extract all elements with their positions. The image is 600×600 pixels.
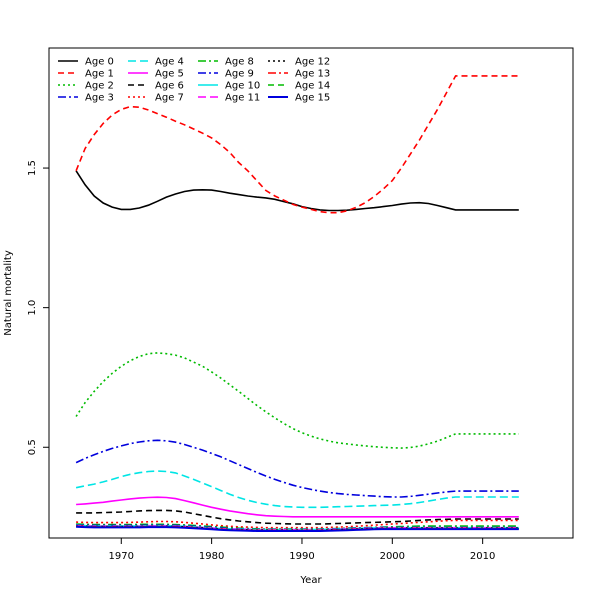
series-line-age-0 <box>75 170 519 212</box>
series-line-age-1 <box>75 75 519 214</box>
legend-label: Age 9 <box>225 69 254 80</box>
legend-label: Age 0 <box>85 57 114 68</box>
series-lines <box>75 75 519 532</box>
y-tick-label: 0.5 <box>27 439 38 455</box>
legend-label: Age 14 <box>295 81 330 92</box>
y-tick-label: 1.5 <box>27 160 38 176</box>
x-tick-label: 2010 <box>470 551 495 562</box>
plot-frame <box>48 47 574 539</box>
legend-label: Age 11 <box>225 93 260 104</box>
x-tick-label: 2000 <box>380 551 405 562</box>
x-tick-label: 1980 <box>199 551 224 562</box>
legend-label: Age 2 <box>85 81 114 92</box>
legend-label: Age 7 <box>155 93 184 104</box>
legend-label: Age 6 <box>155 81 184 92</box>
series-line-age-7 <box>76 519 519 529</box>
series-line-age-3 <box>75 439 519 498</box>
y-axis-title: Natural mortality <box>3 250 14 336</box>
series-line-age-8 <box>76 523 519 530</box>
legend-label: Age 4 <box>155 57 184 68</box>
legend-label: Age 10 <box>225 81 260 92</box>
series-line-age-4 <box>75 470 519 509</box>
legend-label: Age 15 <box>295 93 330 104</box>
x-tick-label: 1990 <box>289 551 314 562</box>
y-axis: 0.5 1.0 1.5 <box>27 160 49 455</box>
x-axis: 1970 1980 1990 2000 2010 <box>109 538 495 562</box>
x-axis-title: Year <box>299 575 322 586</box>
series-line-age-15 <box>76 525 519 532</box>
x-tick-label: 1970 <box>109 551 134 562</box>
legend-label: Age 1 <box>85 69 114 80</box>
series-line-age-2 <box>75 352 519 449</box>
series-line-age-6 <box>76 509 519 525</box>
legend-label: Age 12 <box>295 57 330 68</box>
series-line-age-5 <box>76 496 519 518</box>
legend-label: Age 3 <box>85 93 114 104</box>
legend-label: Age 8 <box>225 57 254 68</box>
legend-label: Age 13 <box>295 69 330 80</box>
legend-label: Age 5 <box>155 69 184 80</box>
y-tick-label: 1.0 <box>27 300 38 316</box>
